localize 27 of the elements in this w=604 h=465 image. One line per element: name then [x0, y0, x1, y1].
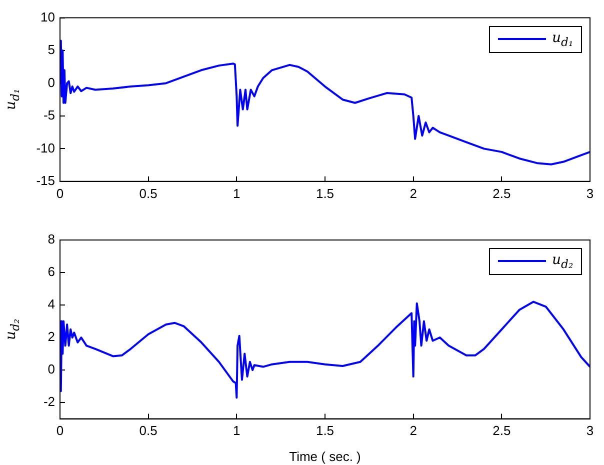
- y-tick-label: 8: [48, 232, 55, 247]
- y-tick-label: -5: [43, 108, 55, 123]
- y-tick-label: 5: [48, 42, 55, 58]
- x-tick-label: 2: [410, 186, 417, 201]
- x-axis-title: Time ( sec. ): [289, 448, 361, 464]
- x-tick-label: 2.5: [492, 423, 511, 438]
- y-tick-label: 10: [40, 9, 55, 24]
- x-tick-label: 3: [586, 186, 594, 201]
- x-tick-label: 1.5: [316, 186, 334, 201]
- y-tick-label: -2: [43, 394, 55, 410]
- y-tick-label: 4: [48, 296, 55, 312]
- x-tick-label: 1.5: [316, 423, 334, 438]
- x-tick-label: 2: [410, 423, 417, 438]
- x-tick-label: 0.5: [139, 186, 158, 201]
- y-tick-label: -15: [36, 172, 55, 188]
- y-tick-label: 0: [48, 74, 55, 90]
- x-tick-label: 0.5: [139, 423, 158, 438]
- x-tick-label: 1: [233, 186, 240, 201]
- legend-label: u$_{d₂}$: [552, 252, 574, 271]
- y-tick-label: -10: [36, 140, 55, 156]
- y-tick-label: 6: [48, 264, 55, 280]
- y-tick-label: 2: [48, 329, 55, 344]
- legend-label: u$_{d₁}$: [552, 30, 574, 49]
- x-tick-label: 3: [586, 423, 594, 438]
- y-tick-label: 0: [48, 362, 55, 377]
- x-tick-label: 2.5: [492, 186, 511, 201]
- x-tick-label: 1: [233, 423, 240, 438]
